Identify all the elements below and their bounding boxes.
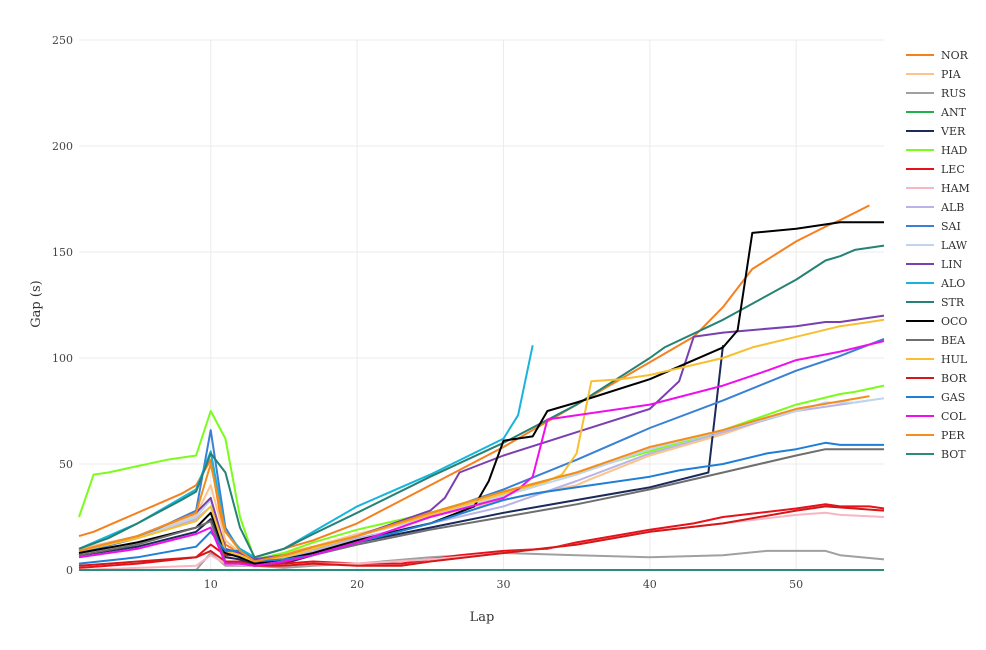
series-line-nor [78,204,870,559]
legend-label: RUS [941,87,966,100]
legend-item-ant[interactable]: ANT [906,106,967,119]
legend-label: BOR [941,372,967,385]
series-line-str [78,244,885,559]
legend-item-law[interactable]: LAW [906,239,968,252]
legend-label: PER [941,429,965,442]
legend-label: VER [940,125,966,138]
series-lines [78,204,885,571]
legend-item-bot[interactable]: BOT [906,448,966,461]
legend-label: PIA [941,68,962,81]
legend-label: OCO [941,315,967,328]
grid [79,39,884,570]
series-line-pia [78,395,870,561]
series-line-gas [78,441,884,565]
legend-item-bor[interactable]: BOR [906,372,967,385]
legend-item-nor[interactable]: NOR [906,49,969,62]
legend-label: BEA [941,334,966,347]
series-line-had [78,384,885,561]
legend-label: BOT [941,448,966,461]
x-tick-label: 30 [496,578,510,591]
legend-label: GAS [941,391,965,404]
x-tick-label: 10 [204,578,218,591]
legend-item-lec[interactable]: LEC [906,163,965,176]
legend-item-sai[interactable]: SAI [906,220,961,233]
y-tick-label: 150 [52,246,73,259]
legend-item-per[interactable]: PER [906,429,965,442]
legend-item-lin[interactable]: LIN [906,258,963,271]
legend-label: LEC [941,163,965,176]
y-tick-label: 200 [52,140,73,153]
series-line-col [78,340,885,567]
legend-label: COL [941,410,966,423]
legend-item-gas[interactable]: GAS [906,391,965,404]
legend-item-hul[interactable]: HUL [906,353,968,366]
legend-label: NOR [941,49,969,62]
legend-item-alb[interactable]: ALB [906,201,964,214]
legend-item-alo[interactable]: ALO [906,277,965,290]
series-line-lin [78,314,885,561]
legend: NOR PIA RUS ANT VER HAD LEC HAM ALB SAI LAW LIN ALO S… [906,49,970,461]
series-line-bea [78,448,884,567]
series-line-alo [78,345,534,559]
legend-label: SAI [941,220,961,233]
legend-label: STR [941,296,965,309]
y-tick-label: 250 [52,34,73,47]
legend-label: LAW [941,239,968,252]
legend-item-rus[interactable]: RUS [906,87,966,100]
y-tick-label: 100 [52,352,73,365]
series-line-per [78,395,870,563]
legend-item-bea[interactable]: BEA [906,334,966,347]
x-axis-title: Lap [470,610,495,625]
legend-item-ham[interactable]: HAM [906,182,970,195]
legend-label: ALB [940,201,964,214]
legend-item-oco[interactable]: OCO [906,315,967,328]
series-line-ham [78,511,885,571]
y-axis-title: Gap (s) [29,280,44,327]
legend-item-pia[interactable]: PIA [906,68,962,81]
y-tick-label: 0 [66,564,73,577]
series-line-hul [78,318,885,563]
legend-item-col[interactable]: COL [906,410,966,423]
legend-label: HUL [941,353,968,366]
legend-item-ver[interactable]: VER [906,125,966,138]
legend-label: HAM [941,182,970,195]
legend-label: LIN [941,258,963,271]
x-tick-label: 50 [789,578,803,591]
x-tick-label: 40 [643,578,657,591]
legend-label: HAD [941,144,968,157]
series-line-bor [78,505,885,567]
legend-label: ANT [940,106,967,119]
y-tick-label: 50 [59,458,73,471]
legend-item-str[interactable]: STR [906,296,965,309]
axes: 0 50 100 150 200 250 10 20 30 40 50 [52,34,803,591]
x-tick-label: 20 [350,578,364,591]
legend-item-had[interactable]: HAD [906,144,968,157]
legend-label: ALO [940,277,965,290]
